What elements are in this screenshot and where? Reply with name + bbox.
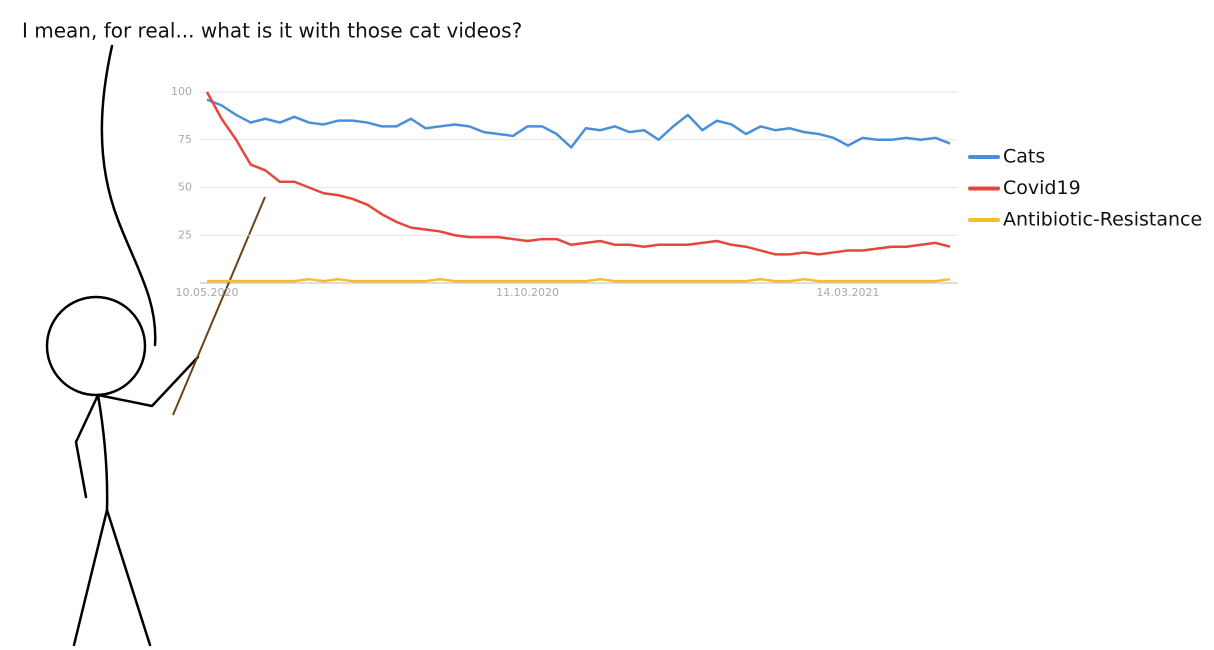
x-tick-label: 14.03.2021 (817, 286, 880, 299)
x-tick-label: 10.05.2020 (176, 286, 239, 299)
x-tick-label: 11.10.2020 (496, 286, 559, 299)
legend-label: Covid19 (1003, 177, 1081, 199)
y-tick-label: 25 (178, 228, 192, 241)
series-line (205, 91, 951, 256)
left-arm (74, 393, 100, 499)
pointer (172, 196, 266, 416)
annotation: I mean, for real... what is it with thos… (22, 19, 522, 43)
legend-label: Antibiotic-Resistance (1003, 209, 1202, 231)
body (96, 393, 109, 512)
series-line (207, 277, 951, 283)
head (45, 295, 147, 397)
stick-figure (45, 44, 266, 647)
series-line (206, 98, 951, 149)
y-tick-label: 75 (178, 133, 192, 146)
legs (72, 508, 152, 647)
y-tick-label: 100 (171, 85, 192, 98)
legend-label: Cats (1003, 146, 1045, 168)
y-tick-label: 50 (178, 181, 192, 194)
speech-line (100, 44, 157, 347)
right-arm (96, 355, 200, 408)
